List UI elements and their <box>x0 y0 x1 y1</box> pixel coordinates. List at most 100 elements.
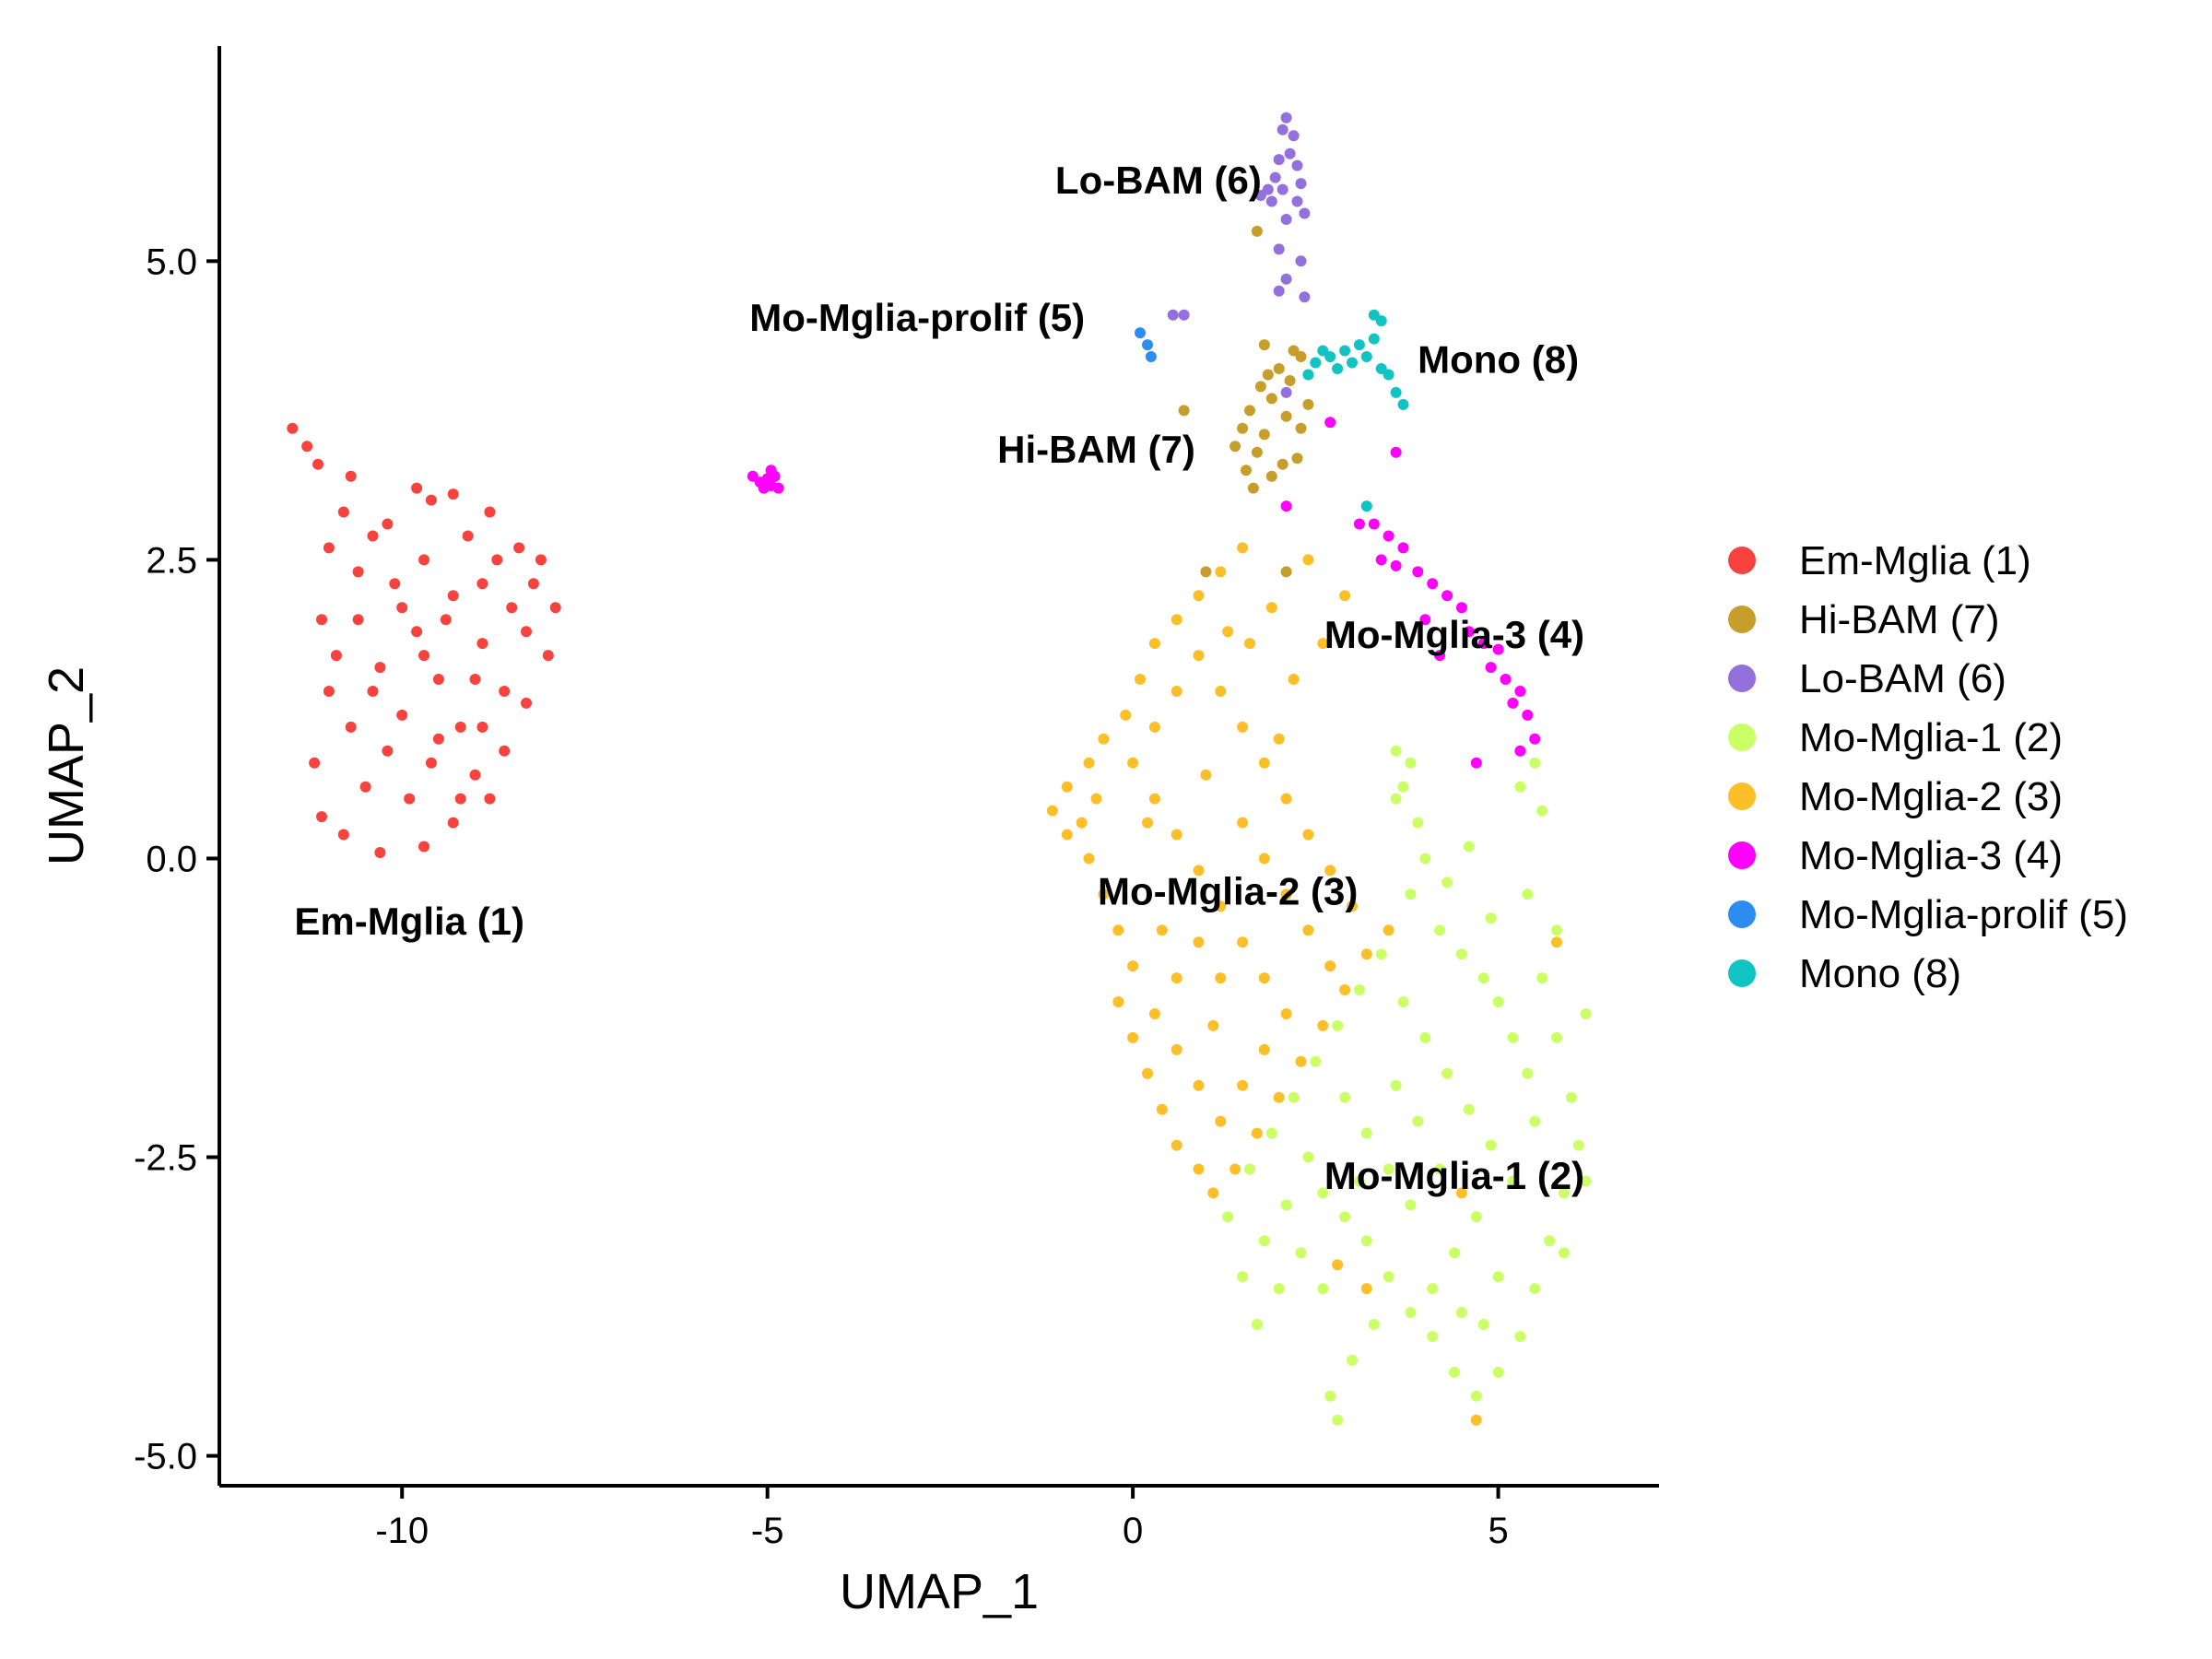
point-hi-bam-7 <box>1258 339 1270 351</box>
point-em-mglia-1 <box>499 745 511 757</box>
point-mo-mglia-1-2 <box>1405 1199 1417 1211</box>
point-mo-mglia-1-2 <box>1492 996 1504 1007</box>
point-lo-bam-6 <box>1273 285 1285 297</box>
point-mo-mglia-3-4 <box>1353 518 1365 530</box>
y-tick-label: 0.0 <box>146 839 197 879</box>
point-mo-mglia-1-2 <box>1551 924 1562 936</box>
legend-key <box>1728 547 1756 574</box>
point-mo-mglia-2-3 <box>1193 936 1205 948</box>
point-mo-mglia-3-4 <box>1470 757 1482 769</box>
point-mo-mglia-2-3 <box>1280 793 1292 805</box>
point-mo-mglia-2-3 <box>1258 853 1270 865</box>
point-mo-mglia-3-4 <box>1375 554 1387 566</box>
point-mo-mglia-2-3 <box>1061 781 1073 793</box>
point-lo-bam-6 <box>1269 171 1281 183</box>
point-mo-mglia-2-3 <box>1347 900 1358 912</box>
point-em-mglia-1 <box>396 602 408 614</box>
point-mo-mglia-1-2 <box>1397 781 1409 793</box>
point-mo-mglia-3-4 <box>1412 566 1424 578</box>
legend-key <box>1728 606 1756 633</box>
point-mo-mglia-2-3 <box>1076 817 1088 829</box>
point-mo-mglia-2-3 <box>1302 554 1314 566</box>
point-mo-mglia-3-4 <box>1522 709 1534 721</box>
point-mo-mglia-1-2 <box>1507 1175 1519 1187</box>
point-mo-mglia-1-2 <box>1485 1139 1497 1151</box>
point-mo-mglia-2-3 <box>1237 936 1249 948</box>
point-em-mglia-1 <box>309 757 321 769</box>
point-mo-mglia-2-3 <box>1112 996 1124 1007</box>
point-mo-mglia-2-3 <box>1237 1079 1249 1091</box>
point-mo-mglia-2-3 <box>1156 924 1168 936</box>
point-hi-bam-7 <box>1247 482 1259 494</box>
point-mo-mglia-1-2 <box>1427 1283 1439 1295</box>
point-mo-mglia-3-4 <box>1463 626 1475 638</box>
point-em-mglia-1 <box>418 650 429 662</box>
point-mono-8 <box>1310 357 1322 369</box>
point-mono-8 <box>1347 357 1358 369</box>
point-mo-mglia-1-2 <box>1492 1366 1504 1378</box>
point-mo-mglia-prolif-5 <box>1135 327 1146 339</box>
point-em-mglia-1 <box>432 674 444 685</box>
point-mo-mglia-2-3 <box>1148 793 1160 805</box>
point-mo-mglia-1-2 <box>1273 1283 1285 1295</box>
legend-label: Mo-Mglia-2 (3) <box>1799 774 2063 819</box>
point-mo-mglia-2-3 <box>1317 638 1329 650</box>
point-em-mglia-1 <box>477 578 488 590</box>
point-em-mglia-1 <box>469 769 481 781</box>
point-lo-bam-6 <box>1273 243 1285 255</box>
point-lo-bam-6 <box>1277 183 1288 195</box>
point-mo-mglia-1-2 <box>1390 793 1402 805</box>
point-mo-mglia-1-2 <box>1419 1031 1431 1043</box>
point-hi-bam-7 <box>1254 381 1266 393</box>
x-tick-label: -10 <box>375 1511 429 1551</box>
point-mo-mglia-1-2 <box>1405 888 1417 900</box>
point-hi-bam-7 <box>1284 375 1296 386</box>
point-em-mglia-1 <box>382 745 394 757</box>
point-lo-bam-6 <box>1288 130 1300 142</box>
point-em-mglia-1 <box>323 542 335 554</box>
point-mo-mglia-2-3 <box>1244 638 1255 650</box>
point-mo-mglia-1-2 <box>1529 757 1541 769</box>
point-lo-bam-6 <box>1291 159 1303 171</box>
cluster-label: Mo-Mglia-1 (2) <box>1324 1154 1584 1197</box>
point-mo-mglia-3-4 <box>765 465 777 477</box>
point-em-mglia-1 <box>425 757 437 769</box>
point-hi-bam-7 <box>1262 369 1274 381</box>
point-mo-mglia-1-2 <box>1375 948 1387 960</box>
point-mo-mglia-3-4 <box>1390 446 1402 458</box>
point-mo-mglia-3-4 <box>1397 542 1409 554</box>
point-mo-mglia-1-2 <box>1470 1390 1482 1402</box>
point-mo-mglia-2-3 <box>1324 865 1336 877</box>
point-em-mglia-1 <box>396 709 408 721</box>
point-mo-mglia-2-3 <box>1215 972 1227 984</box>
point-mo-mglia-1-2 <box>1434 1163 1446 1175</box>
point-mo-mglia-1-2 <box>1572 1139 1584 1151</box>
point-em-mglia-1 <box>542 650 554 662</box>
point-mo-mglia-2-3 <box>1127 757 1139 769</box>
legend-key <box>1728 782 1756 810</box>
point-mo-mglia-2-3 <box>1193 1079 1205 1091</box>
point-mo-mglia-1-2 <box>1405 1307 1417 1318</box>
legend-key <box>1728 841 1756 869</box>
point-mo-mglia-2-3 <box>1120 709 1132 721</box>
point-mo-mglia-3-4 <box>1514 686 1526 697</box>
point-mo-mglia-3-4 <box>1455 602 1467 614</box>
point-em-mglia-1 <box>447 590 459 602</box>
point-mo-mglia-1-2 <box>1295 1247 1307 1259</box>
point-mo-mglia-1-2 <box>1455 948 1467 960</box>
point-mono-8 <box>1382 369 1394 381</box>
point-mo-mglia-2-3 <box>1215 686 1227 697</box>
point-em-mglia-1 <box>535 554 547 566</box>
point-em-mglia-1 <box>447 817 459 829</box>
point-mo-mglia-1-2 <box>1522 888 1534 900</box>
point-lo-bam-6 <box>1299 291 1311 303</box>
point-mo-mglia-2-3 <box>1193 650 1205 662</box>
point-mo-mglia-2-3 <box>1112 924 1124 936</box>
point-em-mglia-1 <box>527 578 539 590</box>
point-em-mglia-1 <box>330 650 342 662</box>
point-mo-mglia-1-2 <box>1514 781 1526 793</box>
point-mo-mglia-1-2 <box>1382 1271 1394 1283</box>
point-mo-mglia-1-2 <box>1397 996 1409 1007</box>
point-lo-bam-6 <box>1280 112 1292 124</box>
point-em-mglia-1 <box>432 733 444 745</box>
